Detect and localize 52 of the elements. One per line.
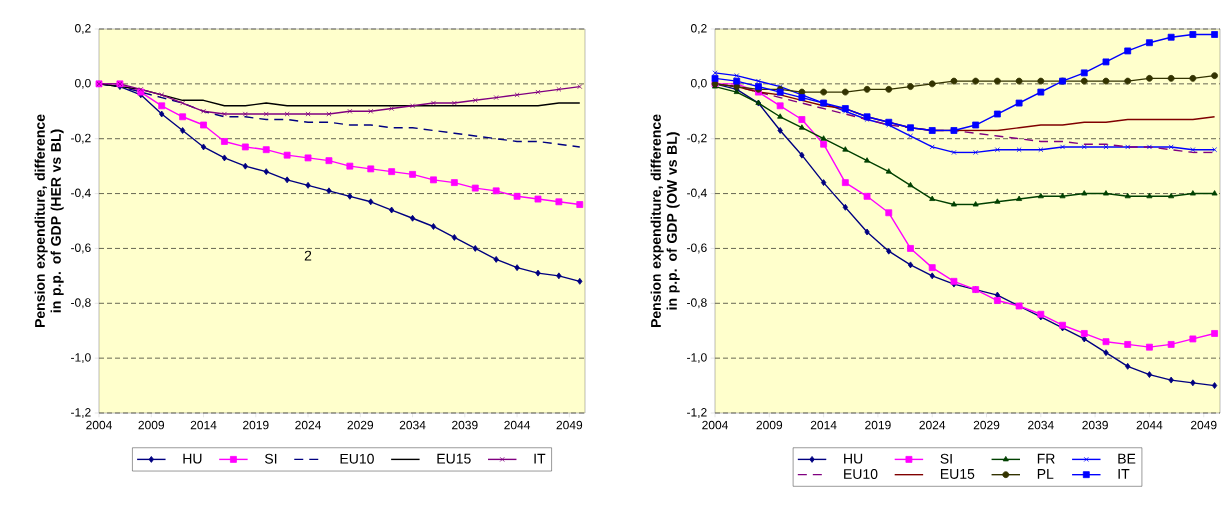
legend-label: FR: [1037, 453, 1055, 464]
y-tick-label: -1,0: [71, 353, 91, 364]
x-tick-label: 2009: [138, 420, 165, 430]
x-tick-label: 2039: [1082, 420, 1108, 430]
x-tick-label: 2029: [347, 420, 374, 430]
y-tick-label: -0,6: [687, 243, 707, 254]
x-tick-label: 2004: [702, 420, 728, 430]
x-tick-label: 2004: [86, 420, 112, 430]
x-tick-label: 2019: [865, 420, 891, 430]
y-axis-title: Pension expenditure, difference in p.p. of GDP (OW vs BL): [650, 114, 680, 328]
y-tick-label: -0,6: [71, 243, 91, 254]
x-tick-label: 2029: [973, 420, 1000, 430]
x-tick-label: 2034: [399, 420, 426, 430]
legend-label: EU15: [940, 469, 975, 479]
y-tick-label: 0,2: [691, 24, 707, 34]
y-tick-label: -0,4: [687, 188, 707, 199]
x-tick-label: 2034: [1028, 420, 1054, 430]
y-tick-label: -0,8: [71, 298, 91, 309]
x-tick-label: 2024: [919, 420, 946, 430]
x-tick-label: 2049: [556, 420, 583, 430]
legend-label: SI: [264, 453, 277, 464]
x-tick-label: 2014: [190, 420, 217, 430]
y-tick-label: -0,4: [71, 188, 91, 199]
legend-label: EU10: [340, 453, 374, 464]
legend-label: EU15: [437, 453, 471, 464]
y-tick-label: -0,8: [687, 298, 707, 309]
x-tick-label: 2049: [1190, 420, 1217, 430]
x-tick-label: 2024: [295, 420, 322, 430]
legend-label: BE: [1118, 453, 1136, 464]
x-tick-label: 2039: [452, 420, 478, 430]
y-tick-label: -1,2: [687, 408, 707, 418]
legend-label: EU10: [844, 469, 878, 479]
y-tick-label: 0,0: [75, 78, 91, 89]
y-tick-label: -0,2: [687, 133, 707, 144]
x-tick-label: 2019: [243, 420, 269, 430]
legend-label: IT: [1118, 469, 1130, 479]
x-tick-label: 2044: [504, 420, 531, 430]
legend-label: IT: [534, 453, 546, 464]
x-tick-label: 2014: [810, 420, 837, 430]
y-tick-label: 0,0: [691, 78, 707, 89]
legend-label: PL: [1037, 469, 1054, 479]
x-tick-label: 2044: [1136, 420, 1163, 430]
y-tick-label: -1,0: [687, 353, 707, 364]
legend-label: HU: [183, 453, 202, 464]
y-axis-title: Pension expenditure, difference in p.p. of GDP (HER vs BL): [34, 114, 64, 328]
legend-label: HU: [844, 453, 863, 464]
x-tick-label: 2009: [756, 420, 783, 430]
legend-label: SI: [940, 453, 952, 464]
y-tick-label: -1,2: [71, 408, 91, 418]
y-tick-label: 0,2: [75, 24, 91, 34]
y-tick-label: -0,2: [71, 133, 91, 144]
annotation: 2: [304, 250, 312, 261]
